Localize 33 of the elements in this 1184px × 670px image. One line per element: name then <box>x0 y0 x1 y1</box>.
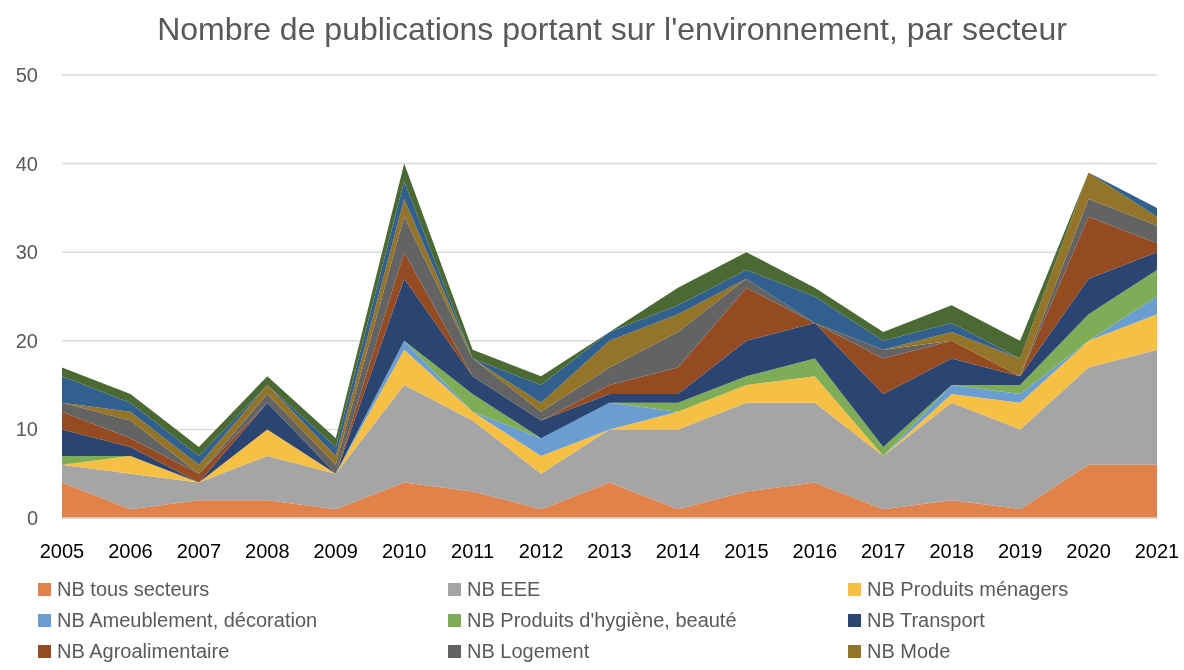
x-tick-label: 2011 <box>451 540 495 562</box>
legend-label: NB Logement <box>467 640 590 662</box>
x-tick-label: 2020 <box>1066 540 1111 562</box>
legend-label: NB Transport <box>867 609 986 631</box>
x-tick-label: 2016 <box>792 540 838 562</box>
x-tick-label: 2019 <box>997 540 1043 562</box>
legend-label: NB Ameublement, décoration <box>57 609 318 631</box>
x-tick-label: 2018 <box>929 540 974 562</box>
y-tick-label: 20 <box>15 329 38 352</box>
legend-label: NB Agroalimentaire <box>57 640 230 662</box>
y-tick-label: 40 <box>15 152 38 175</box>
x-tick-label: 2009 <box>313 540 358 562</box>
legend-label: NB Produits d'hygiène, beauté <box>467 609 737 631</box>
x-tick-label: 2015 <box>724 540 769 562</box>
x-tick-label: 2012 <box>518 540 564 562</box>
x-tick-label: 2017 <box>861 540 906 562</box>
x-tick-label: 2021 <box>1134 540 1180 562</box>
x-tick-label: 2008 <box>245 540 290 562</box>
y-tick-label: 30 <box>15 241 38 264</box>
x-tick-label: 2006 <box>108 540 153 562</box>
x-tick-label: 2014 <box>655 540 701 562</box>
legend-label: NB Mode <box>867 640 951 662</box>
y-tick-label: 0 <box>26 507 38 529</box>
legend-label: NB Produits ménagers <box>867 578 1069 600</box>
legend-label: NB tous secteurs <box>57 578 210 600</box>
x-tick-label: 2005 <box>39 540 85 562</box>
y-tick-label: 50 <box>15 64 38 86</box>
y-tick-label: 10 <box>15 418 38 441</box>
x-tick-label: 2010 <box>381 540 427 562</box>
x-tick-label: 2007 <box>176 540 222 562</box>
chart-title: Nombre de publications portant sur l'environnement, par secteur <box>157 11 1068 47</box>
x-tick-label: 2013 <box>587 540 632 562</box>
legend-label: NB EEE <box>467 578 541 600</box>
